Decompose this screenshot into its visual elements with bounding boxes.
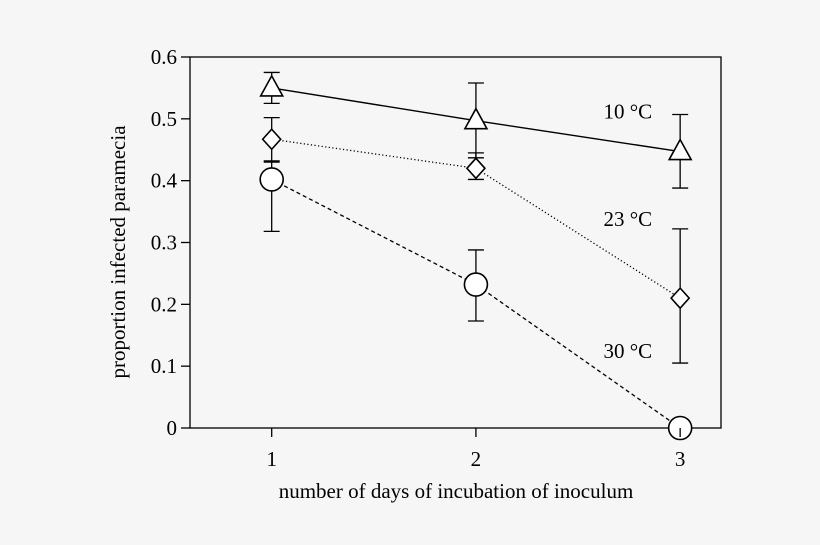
data-point-diamond xyxy=(261,128,282,151)
data-point-diamond xyxy=(670,286,691,310)
series-labels: 10 °C 23 °C 30 °C xyxy=(603,100,652,363)
data-point-triangle xyxy=(259,74,285,97)
y-axis-label: proportion infected paramecia xyxy=(106,125,130,379)
y-tick-label: 0.6 xyxy=(151,45,177,69)
y-tick-label: 0.2 xyxy=(151,292,177,316)
x-axis: 1 2 3 xyxy=(266,428,685,471)
x-tick-label: 2 xyxy=(471,447,482,471)
y-tick-label: 0.1 xyxy=(151,354,177,378)
x-tick-label: 3 xyxy=(675,447,686,471)
y-tick-label: 0 xyxy=(167,416,178,440)
series-layer xyxy=(259,71,693,441)
series-label: 30 °C xyxy=(603,339,652,363)
data-point-triangle xyxy=(667,137,693,161)
series-label: 23 °C xyxy=(603,207,652,231)
y-tick-label: 0.3 xyxy=(151,231,177,255)
data-point-diamond xyxy=(465,157,486,180)
y-tick-label: 0.4 xyxy=(151,169,178,193)
data-point-triangle xyxy=(463,107,489,130)
series-label: 10 °C xyxy=(603,100,652,124)
data-point-circle xyxy=(463,272,489,297)
data-point-circle xyxy=(259,167,284,192)
y-axis: 0 0.1 0.2 0.3 0.4 0.5 0.6 xyxy=(151,45,190,440)
x-axis-label: number of days of incubation of inoculum xyxy=(279,479,634,503)
y-tick-label: 0.5 xyxy=(151,107,177,131)
x-tick-label: 1 xyxy=(266,447,277,471)
